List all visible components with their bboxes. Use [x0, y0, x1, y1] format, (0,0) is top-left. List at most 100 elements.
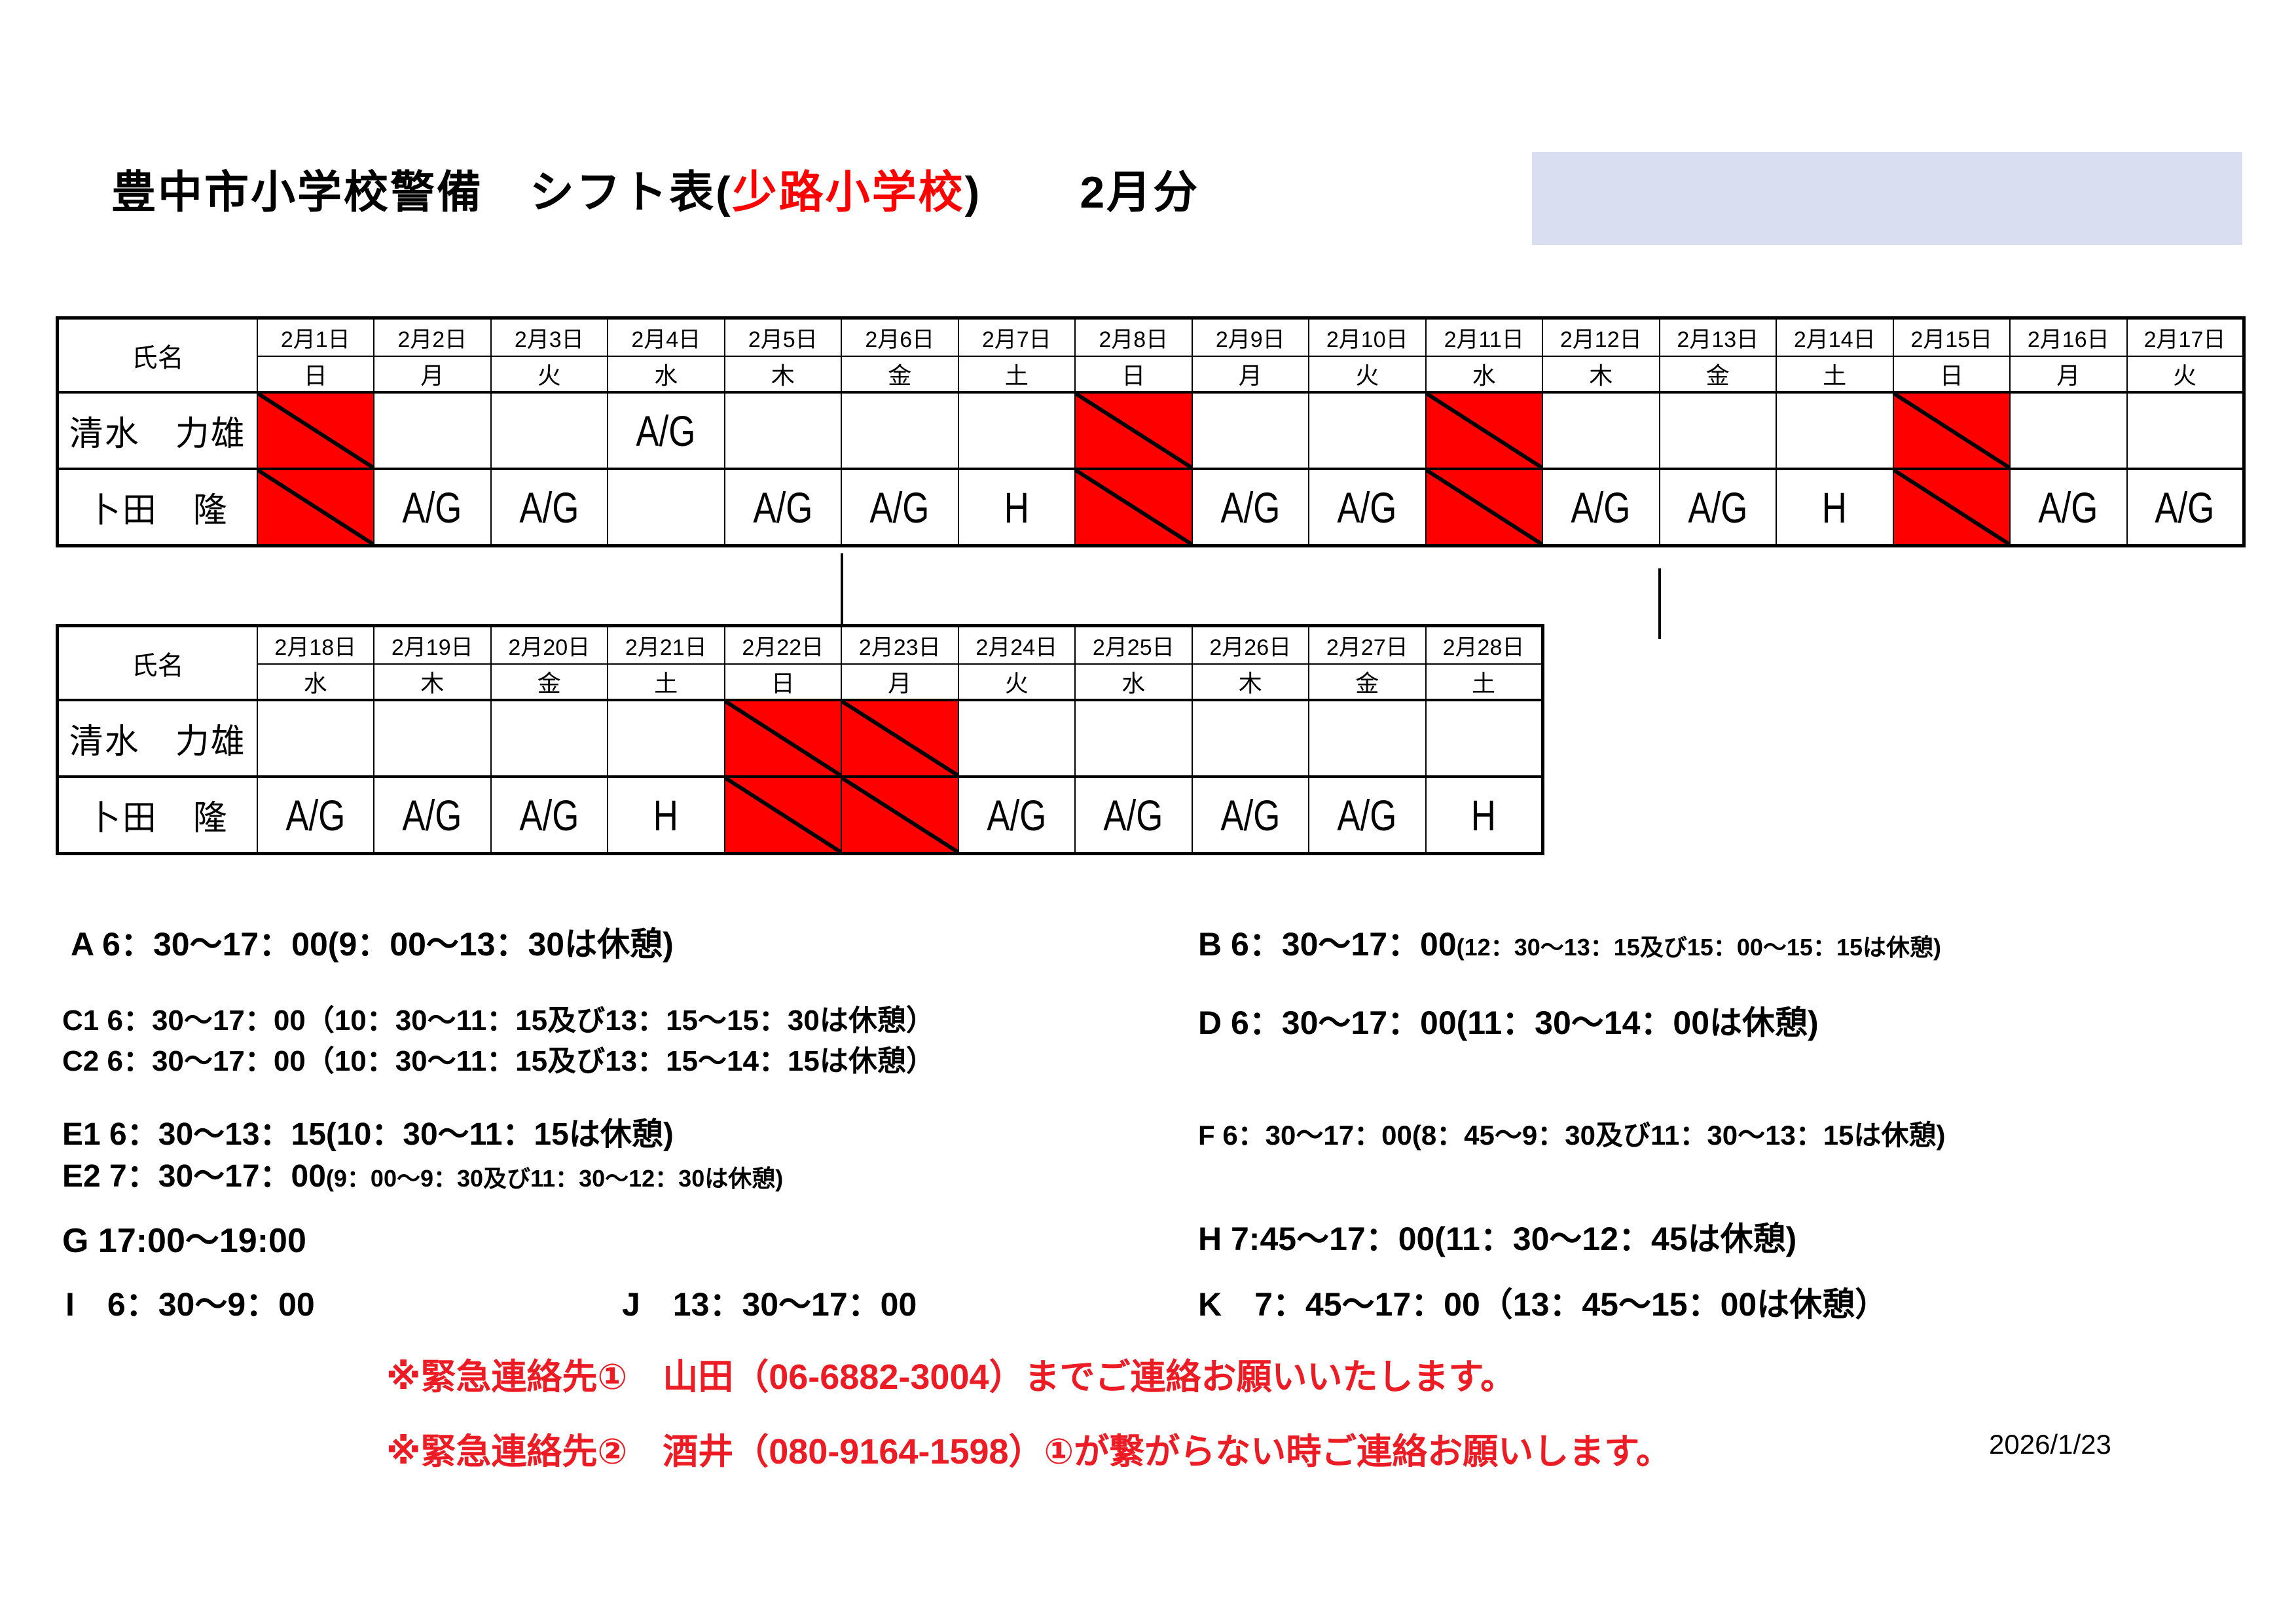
weekday-header-cell: 月: [373, 356, 492, 393]
day-off-cell: [1074, 391, 1193, 470]
empty-shift-cell: [1074, 699, 1193, 777]
shift-code: A/G: [285, 790, 346, 840]
date-header-cell: 2月23日: [841, 625, 959, 665]
shift-code: A/G: [1571, 483, 1631, 532]
date-header-cell: 2月24日: [957, 625, 1076, 665]
shift-code-cell: H: [1776, 468, 1894, 547]
legend-shift-e1: E1 6：30～13：15(10：30～11：15は休憩): [62, 1117, 674, 1152]
legend-shift-g: G 17:00～19:00: [62, 1222, 306, 1260]
weekday-header-cell: 土: [957, 356, 1076, 393]
shift-code: A/G: [987, 790, 1047, 840]
weekday-header-cell: 木: [1191, 663, 1309, 701]
title-month: 2月分: [1080, 168, 1200, 217]
empty-shift-cell: [2009, 391, 2128, 470]
date-header-cell: 2月7日: [957, 317, 1076, 357]
weekday-header-cell: 日: [1892, 356, 2011, 393]
weekday-header-cell: 日: [1074, 356, 1193, 393]
employee-name: 卜田 隆: [56, 468, 258, 547]
employee-name: 清水 力雄: [56, 391, 258, 470]
day-off-cell: [1425, 468, 1543, 547]
shift-code-cell: A/G: [841, 468, 959, 547]
shift-code-cell: A/G: [373, 775, 492, 855]
weekday-header-cell: 月: [1191, 356, 1309, 393]
day-off-cell: [723, 699, 842, 777]
date-header-cell: 2月17日: [2126, 317, 2244, 357]
legend-shift-f: F 6：30～17：00(8：45～9：30及び11：30～13：15は休憩): [1198, 1120, 1946, 1151]
page-break-mark-right: [1658, 568, 1661, 639]
weekday-header-cell: 火: [957, 663, 1076, 701]
weekday-header-cell: 水: [1074, 663, 1193, 701]
legend-shift-e2: E2 7：30～17：00(9：00～9：30及び11：30～12：30は休憩): [62, 1159, 784, 1194]
empty-shift-cell: [723, 391, 842, 470]
date-header-cell: 2月22日: [723, 625, 842, 665]
date-header-cell: 2月25日: [1074, 625, 1193, 665]
weekday-header-cell: 月: [2009, 356, 2128, 393]
emergency-contact-2: ※緊急連絡先② 酒井（080-9164-1598）①が繋がらない時ご連絡お願いし…: [386, 1432, 1671, 1471]
shift-code: A/G: [2155, 483, 2215, 532]
weekday-header-cell: 木: [1542, 356, 1660, 393]
legend-shift-c1: C1 6：30～17：00（10：30～11：15及び13：15～15：30は休…: [62, 1005, 935, 1037]
date-header-cell: 2月19日: [373, 625, 492, 665]
date-header-cell: 2月9日: [1191, 317, 1309, 357]
day-off-cell: [841, 699, 959, 777]
shift-table-feb-1-17: 氏名 2月1日 2月2日 2月3日 2月4日 2月5日 2月6日 2月7日 2月8日 2月9日 2月…: [56, 316, 2246, 547]
empty-shift-cell: [1776, 391, 1894, 470]
name-column-header: 氏名: [56, 625, 258, 701]
shift-code-cell: H: [1425, 775, 1543, 855]
date-header-cell: 2月18日: [256, 625, 374, 665]
empty-shift-cell: [373, 391, 492, 470]
day-off-cell: [256, 391, 374, 470]
empty-shift-cell: [957, 699, 1076, 777]
empty-shift-cell: [256, 699, 374, 777]
legend-shift-b: B 6：30～17：00(12：30～13：15及び15：00～15：15は休憩…: [1198, 926, 1941, 963]
employee-name: 卜田 隆: [56, 775, 258, 855]
shift-code: A/G: [2038, 483, 2098, 532]
weekday-header-cell: 火: [2126, 356, 2244, 393]
shift-code: A/G: [1337, 483, 1397, 532]
shift-code: A/G: [869, 483, 930, 532]
shift-code-cell: A/G: [1191, 775, 1309, 855]
date-header-cell: 2月21日: [607, 625, 725, 665]
legend-shift-c2: C2 6：30～17：00（10：30～11：15及び13：15～14：15は休…: [62, 1045, 935, 1077]
date-header-cell: 2月15日: [1892, 317, 2011, 357]
day-off-cell: [1892, 391, 2011, 470]
date-header-cell: 2月2日: [373, 317, 492, 357]
date-header-cell: 2月3日: [490, 317, 608, 357]
date-header-cell: 2月13日: [1658, 317, 1777, 357]
empty-shift-cell: [2126, 391, 2244, 470]
shift-code: H: [653, 790, 679, 840]
employee-row: 清水 力雄 A/G: [56, 391, 2244, 470]
shift-code-cell: A/G: [957, 775, 1076, 855]
shift-code-cell: H: [957, 468, 1076, 547]
name-column-header: 氏名: [56, 317, 258, 393]
shift-code: A/G: [1688, 483, 1748, 532]
shift-code: A/G: [519, 483, 579, 532]
weekday-header-cell: 金: [490, 663, 608, 701]
employee-row: 卜田 隆 A/G A/G A/G A/G H A/G A/G A/G A/G H A/G A/G: [56, 468, 2244, 547]
date-header-cell: 2月4日: [607, 317, 725, 357]
weekday-header-cell: 水: [607, 356, 725, 393]
date-header-cell: 2月8日: [1074, 317, 1193, 357]
page-break-mark-left: [841, 553, 843, 625]
shift-table: 氏名 2月1日 2月2日 2月3日 2月4日 2月5日 2月6日 2月7日 2月8日 2月9日 2月…: [56, 316, 2246, 547]
shift-code-cell: A/G: [490, 775, 608, 855]
weekday-header-cell: 火: [1308, 356, 1427, 393]
date-header-cell: 2月12日: [1542, 317, 1660, 357]
empty-shift-cell: [607, 699, 725, 777]
weekday-header-cell: 火: [490, 356, 608, 393]
empty-shift-cell: [1308, 391, 1427, 470]
weekday-header-cell: 日: [256, 356, 374, 393]
page-title: 豊中市小学校警備 シフト表(少路小学校) 2月分: [111, 156, 1199, 221]
shift-code-cell: A/G: [373, 468, 492, 547]
shift-code: A/G: [1337, 790, 1397, 840]
shift-code: H: [1822, 483, 1848, 532]
empty-shift-cell: [1191, 391, 1309, 470]
weekday-header-cell: 木: [723, 356, 842, 393]
shift-code: H: [1470, 790, 1497, 840]
date-header-cell: 2月6日: [841, 317, 959, 357]
weekday-header-cell: 金: [1308, 663, 1427, 701]
weekday-header-cell: 金: [841, 356, 959, 393]
shift-code: A/G: [1220, 483, 1281, 532]
empty-shift-cell: [607, 468, 725, 547]
